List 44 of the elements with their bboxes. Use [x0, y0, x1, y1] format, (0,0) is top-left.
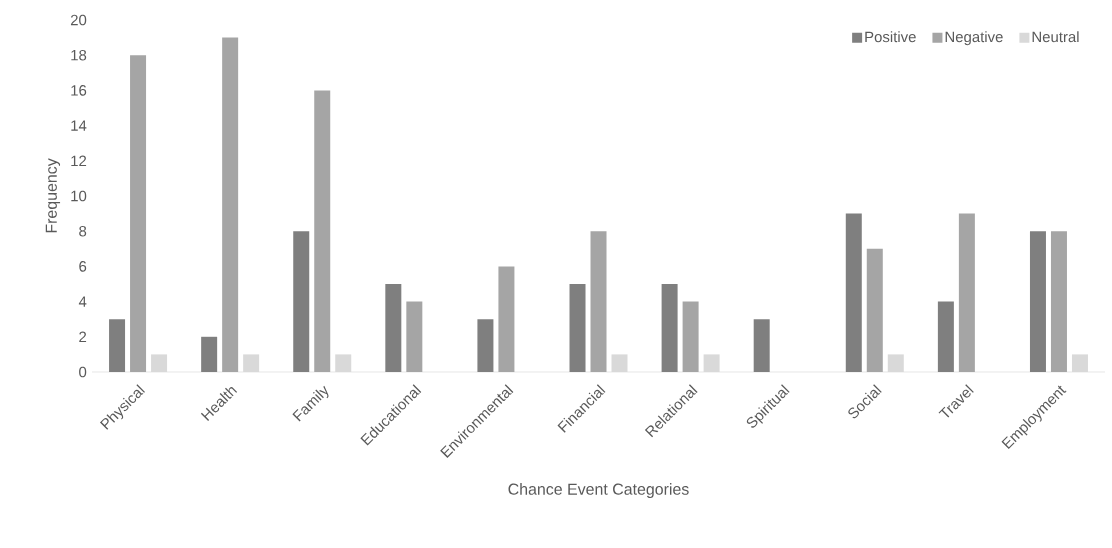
bar [661, 283, 678, 372]
y-tick-label: 4 [78, 296, 87, 307]
bar [130, 55, 147, 372]
bar [1050, 231, 1067, 372]
bar [406, 301, 423, 372]
y-tick-label: 12 [71, 155, 87, 166]
y-tick-label: 10 [71, 190, 87, 202]
bar [385, 283, 402, 372]
y-axis-title: Frequency [45, 158, 61, 233]
bar [866, 248, 883, 372]
bar [335, 354, 352, 372]
bar [682, 301, 699, 372]
legend-label: Negative [945, 31, 1003, 46]
y-tick-label: 0 [79, 366, 87, 378]
y-tick-label: 16 [71, 85, 87, 96]
y-tick-label: 18 [71, 49, 87, 61]
x-axis-title: Chance Event Categories [508, 483, 689, 498]
legend-label: Neutral [1032, 31, 1079, 43]
bar [498, 266, 515, 372]
bar [1071, 354, 1088, 372]
bar [222, 37, 239, 372]
bar [958, 213, 975, 372]
bar [590, 231, 607, 372]
y-tick-label: 14 [71, 120, 87, 131]
bar [845, 213, 862, 372]
bar [753, 319, 770, 372]
bar [314, 90, 331, 372]
y-tick-label: 8 [79, 225, 87, 237]
bar [937, 301, 954, 372]
bar [151, 354, 168, 372]
y-tick-label: 2 [79, 331, 87, 342]
bar [569, 283, 586, 372]
bar [1029, 231, 1046, 372]
y-tick-label: 20 [70, 14, 87, 26]
bar [477, 319, 494, 372]
legend-label: Positive [865, 31, 916, 43]
bar [109, 319, 126, 372]
bar [703, 354, 720, 372]
bar [201, 336, 218, 372]
y-tick-label: 6 [79, 261, 87, 272]
bar [887, 354, 904, 372]
bar [611, 354, 628, 372]
bar [243, 354, 260, 372]
bar [293, 231, 310, 372]
